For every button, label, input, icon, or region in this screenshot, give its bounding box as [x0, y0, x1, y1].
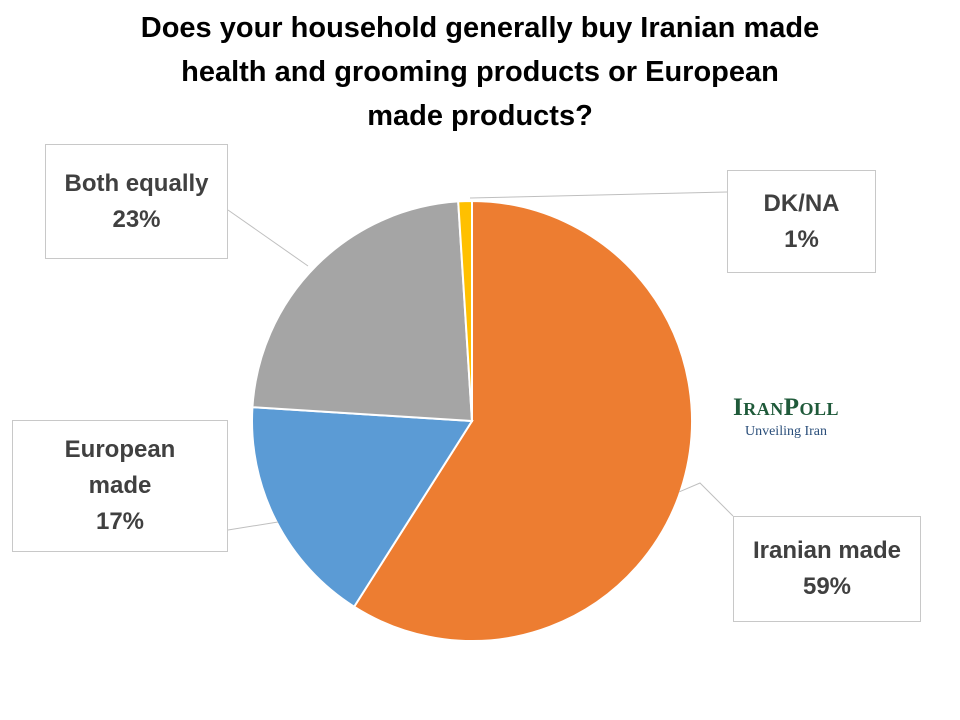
logo-name: IranPoll — [732, 394, 839, 421]
callout-both-equally-value: 23% — [112, 205, 161, 233]
callout-iranian-made: Iranian made 59% — [733, 516, 921, 622]
callout-european-made-value: 17% — [95, 508, 145, 535]
leader-line-both-equally — [227, 209, 309, 267]
callout-european-made-label-2: made — [88, 472, 152, 499]
callout-both-equally: Both equally 23% — [45, 144, 228, 259]
logo-tagline: Unveiling Iran — [744, 424, 828, 439]
slice-dk-na — [457, 199, 473, 422]
slice-both-equally — [251, 200, 474, 423]
callout-dk-na: DK/NA 1% — [727, 170, 876, 273]
callout-european-made: European made 17% — [12, 420, 228, 552]
slice-european-made — [251, 406, 474, 609]
chart-title-line-1: Does your household generally buy Irania… — [140, 12, 820, 44]
leader-line-european-made — [227, 521, 279, 531]
callout-european-made-label-1: European — [64, 436, 176, 463]
chart-title: Does your household generally buy Irania… — [60, 6, 900, 138]
callout-iranian-made-value: 59% — [802, 573, 852, 600]
chart-title-line-3: made products? — [367, 100, 593, 132]
leader-line-dk-na — [469, 191, 728, 199]
callout-iranian-made-label: Iranian made — [752, 537, 902, 564]
callout-dk-na-label: DK/NA — [763, 189, 840, 217]
iranpoll-logo: IranPoll Unveiling Iran — [716, 393, 856, 441]
leader-line-iranian-made — [678, 482, 734, 517]
slice-iranian-made — [352, 199, 693, 642]
callout-dk-na-value: 1% — [784, 225, 819, 253]
callout-both-equally-label: Both equally — [64, 169, 209, 197]
chart-title-line-2: health and grooming products or European — [181, 56, 779, 88]
